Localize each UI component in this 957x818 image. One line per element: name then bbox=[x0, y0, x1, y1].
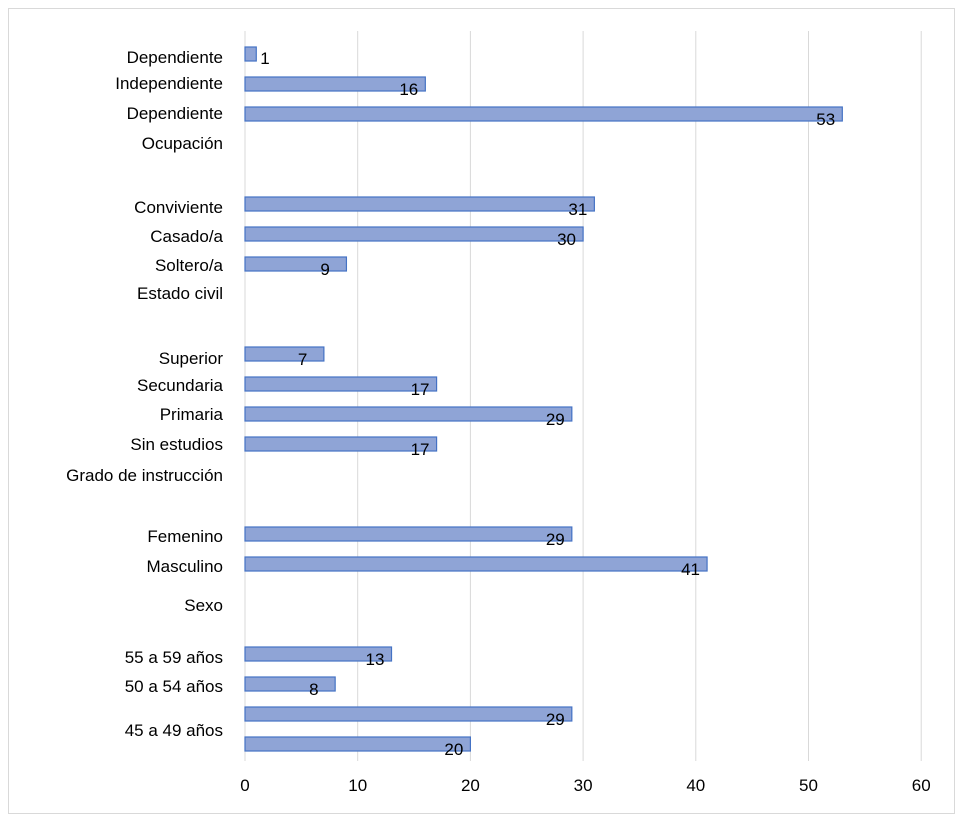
bar bbox=[244, 406, 573, 422]
x-tick-label: 10 bbox=[348, 776, 367, 795]
bars bbox=[244, 46, 843, 752]
bar bbox=[244, 256, 348, 272]
bar bbox=[244, 196, 595, 212]
data-label: 29 bbox=[546, 410, 565, 429]
group-label: Sexo bbox=[184, 596, 223, 615]
group-label: Estado civil bbox=[137, 284, 223, 303]
bar bbox=[244, 106, 843, 122]
bar bbox=[244, 706, 573, 722]
category-label: Dependiente bbox=[127, 48, 223, 67]
category-label: Soltero/a bbox=[155, 256, 224, 275]
category-label: 50 a 54 años bbox=[125, 677, 223, 696]
chart-frame: 1 16 53 31 30 9 7 17 29 17 29 41 13 8 29 20 Dependiente… bbox=[8, 8, 955, 814]
data-label: 31 bbox=[568, 200, 587, 219]
data-label: 30 bbox=[557, 230, 576, 249]
category-label: Dependiente bbox=[127, 104, 223, 123]
x-axis-ticks: 0 10 20 30 40 50 60 bbox=[240, 776, 930, 795]
data-label: 17 bbox=[411, 440, 430, 459]
x-tick-label: 60 bbox=[912, 776, 931, 795]
group-label: Grado de instrucción bbox=[66, 466, 223, 485]
category-label: Primaria bbox=[160, 405, 224, 424]
category-label: Masculino bbox=[146, 557, 223, 576]
bar bbox=[244, 76, 426, 92]
bar-chart: 1 16 53 31 30 9 7 17 29 17 29 41 13 8 29 20 Dependiente… bbox=[66, 31, 931, 795]
data-label: 41 bbox=[681, 560, 700, 579]
x-tick-label: 30 bbox=[574, 776, 593, 795]
data-label: 16 bbox=[399, 80, 418, 99]
gridlines bbox=[244, 31, 922, 761]
data-label: 29 bbox=[546, 530, 565, 549]
x-tick-label: 0 bbox=[240, 776, 249, 795]
data-label: 20 bbox=[444, 740, 463, 759]
group-label: Ocupación bbox=[142, 134, 223, 153]
data-label: 9 bbox=[320, 260, 329, 279]
category-label: Femenino bbox=[147, 527, 223, 546]
category-labels: Dependiente Independiente Dependiente Convi… bbox=[66, 48, 223, 740]
data-label: 8 bbox=[309, 680, 318, 699]
bar bbox=[244, 526, 573, 542]
category-label: Sin estudios bbox=[130, 435, 223, 454]
bar bbox=[244, 46, 257, 62]
bar bbox=[244, 676, 336, 692]
category-label: Casado/a bbox=[150, 227, 223, 246]
data-label: 1 bbox=[260, 49, 269, 68]
category-label: 45 a 49 años bbox=[125, 721, 223, 740]
category-label: Superior bbox=[159, 349, 224, 368]
bar bbox=[244, 736, 471, 752]
data-label: 13 bbox=[366, 650, 385, 669]
data-labels: 1 16 53 31 30 9 7 17 29 17 29 41 13 8 29 20 bbox=[260, 49, 835, 759]
bar bbox=[244, 556, 708, 572]
bar bbox=[244, 226, 584, 242]
category-label: 55 a 59 años bbox=[125, 648, 223, 667]
x-tick-label: 20 bbox=[461, 776, 480, 795]
category-label: Independiente bbox=[115, 74, 223, 93]
x-tick-label: 40 bbox=[686, 776, 705, 795]
data-label: 29 bbox=[546, 710, 565, 729]
bar bbox=[244, 376, 438, 392]
category-label: Secundaria bbox=[137, 376, 224, 395]
bar bbox=[244, 646, 393, 662]
bar bbox=[244, 436, 438, 452]
bar bbox=[244, 346, 325, 362]
data-label: 7 bbox=[298, 350, 307, 369]
x-tick-label: 50 bbox=[799, 776, 818, 795]
data-label: 53 bbox=[816, 110, 835, 129]
data-label: 17 bbox=[411, 380, 430, 399]
category-label: Conviviente bbox=[134, 198, 223, 217]
